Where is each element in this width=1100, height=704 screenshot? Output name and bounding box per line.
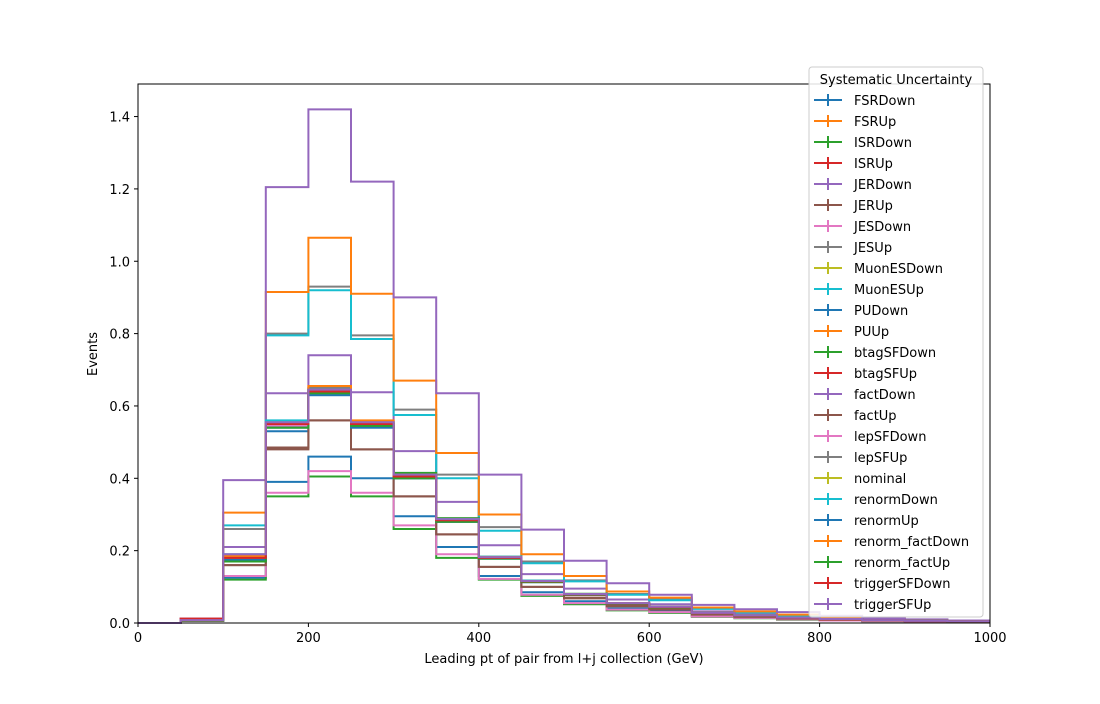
legend-label-FSRUp: FSRUp: [854, 115, 896, 130]
legend-label-JESUp: JESUp: [853, 241, 892, 256]
legend-label-ISRUp: ISRUp: [854, 157, 893, 172]
legend-label-factDown: factDown: [854, 388, 916, 403]
legend-label-FSRDown: FSRDown: [854, 94, 915, 109]
legend-label-JERDown: JERDown: [853, 178, 912, 193]
x-axis-label: Leading pt of pair from l+j collection (…: [424, 652, 703, 667]
y-tick-label: 0.8: [109, 328, 130, 343]
legend-label-renorm_factDown: renorm_factDown: [854, 535, 969, 550]
x-tick-label: 600: [637, 631, 662, 646]
y-tick-label: 0.0: [109, 617, 130, 632]
legend-title: Systematic Uncertainty: [820, 73, 973, 88]
legend-label-JERUp: JERUp: [853, 199, 893, 214]
x-tick-label: 0: [134, 631, 142, 646]
y-tick-label: 0.4: [109, 472, 130, 487]
legend-label-triggerSFUp: triggerSFUp: [854, 598, 931, 613]
legend-label-nominal: nominal: [854, 472, 906, 487]
y-tick-label: 0.6: [109, 400, 130, 415]
legend-label-btagSFDown: btagSFDown: [854, 346, 936, 361]
legend-label-MuonESDown: MuonESDown: [854, 262, 943, 277]
legend-label-renormUp: renormUp: [854, 514, 919, 529]
x-tick-label: 200: [296, 631, 321, 646]
legend-label-PUUp: PUUp: [854, 325, 889, 340]
x-tick-label: 800: [807, 631, 832, 646]
axes-layer: 0 200 400 600 800 1000 0.0 0.2 0.4 0.6 0.8 1.0 1.2 1.…: [109, 83, 1007, 646]
y-tick-label: 1.0: [109, 255, 130, 270]
legend-label-JESDown: JESDown: [853, 220, 911, 235]
legend-label-MuonESUp: MuonESUp: [854, 283, 924, 298]
series-line-triggerSFUp: [138, 388, 990, 624]
legend-label-lepSFDown: lepSFDown: [854, 430, 926, 445]
legend-label-ISRDown: ISRDown: [854, 136, 912, 151]
y-axis-label: Events: [86, 332, 101, 376]
x-tick-label: 1000: [973, 631, 1006, 646]
legend-label-lepSFUp: lepSFUp: [854, 451, 907, 466]
legend-box: [808, 66, 984, 618]
x-tick-label: 400: [466, 631, 491, 646]
series-layer: [138, 108, 990, 624]
y-tick-label: 1.4: [109, 111, 130, 126]
legend-label-btagSFUp: btagSFUp: [854, 367, 917, 382]
legend-label-renormDown: renormDown: [854, 493, 938, 508]
y-tick-label: 1.2: [109, 183, 130, 198]
legend-label-renorm_factUp: renorm_factUp: [854, 556, 950, 571]
legend: Systematic Uncertainty FSRDown FSRUp ISRDow…: [808, 66, 984, 618]
axes-frame: [137, 83, 991, 624]
y-tick-label: 0.2: [109, 545, 130, 560]
legend-label-factUp: factUp: [854, 409, 897, 424]
legend-label-triggerSFDown: triggerSFDown: [854, 577, 950, 592]
legend-label-PUDown: PUDown: [854, 304, 908, 319]
